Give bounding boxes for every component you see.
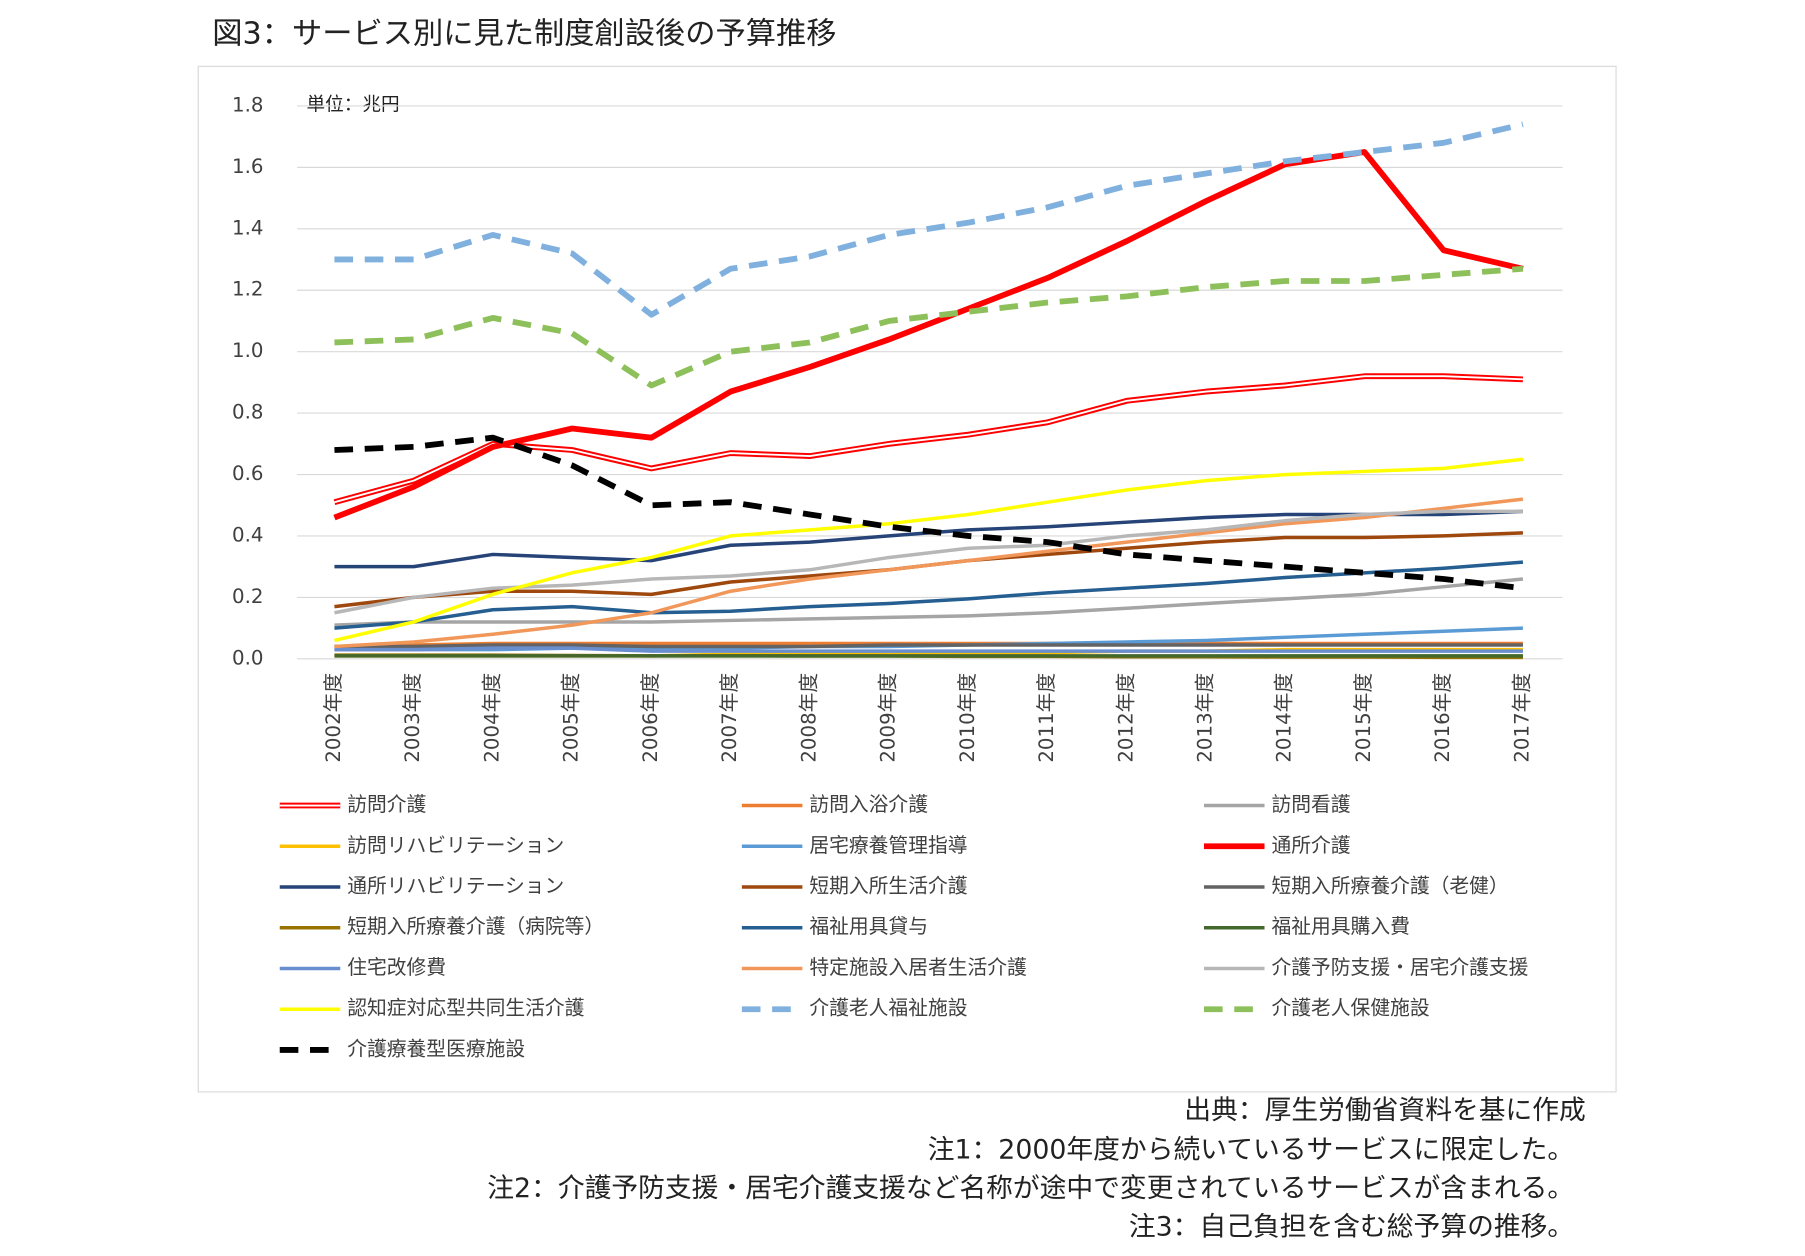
unit-label: 単位：兆円	[307, 94, 400, 115]
legend-label: 介護老人保健施設	[1272, 997, 1430, 1020]
y-tick-label: 0.4	[232, 523, 263, 546]
x-tick-label: 2012年度	[1114, 673, 1137, 763]
series-line	[334, 457, 1524, 643]
legend-label: 短期入所療養介護（病院等）	[347, 915, 604, 938]
legend-label: 福祉用具購入費	[1272, 915, 1410, 938]
legend-label: 訪問介護	[347, 793, 426, 816]
legend-label: 訪問リハビリテーション	[347, 834, 564, 857]
chart-title: 図3：サービス別に見た制度創設後の予算推移	[212, 16, 836, 51]
y-tick-label: 1.0	[232, 339, 263, 362]
y-tick-label: 1.2	[232, 278, 263, 301]
legend-label: 訪問入浴介護	[809, 793, 928, 816]
series-line	[334, 375, 1523, 504]
y-tick-label: 0.6	[232, 462, 263, 485]
legend-label: 短期入所生活介護	[809, 874, 967, 897]
legend-label: 訪問看護	[1272, 793, 1351, 816]
x-tick-label: 2004年度	[480, 673, 503, 763]
y-tick-label: 0.2	[232, 585, 263, 608]
y-tick-label: 1.8	[232, 93, 263, 116]
series-line	[334, 434, 1524, 592]
x-tick-label: 2005年度	[560, 673, 583, 763]
footnote: 注1：2000年度から続いているサービスに限定した。	[928, 1135, 1574, 1166]
legend-label: 介護老人福祉施設	[809, 997, 967, 1020]
x-tick-label: 2014年度	[1273, 673, 1296, 763]
x-tick-label: 2016年度	[1431, 673, 1454, 763]
x-tick-label: 2007年度	[718, 673, 741, 763]
x-tick-label: 2003年度	[401, 673, 424, 763]
legend-label: 短期入所療養介護（老健）	[1272, 874, 1509, 897]
legend-label: 住宅改修費	[347, 956, 446, 979]
series-line	[334, 497, 1524, 649]
source-note: 出典：厚生労働省資料を基に作成	[1184, 1095, 1585, 1126]
y-tick-label: 0.8	[232, 401, 263, 424]
series-line	[334, 643, 1523, 649]
y-tick-label: 1.6	[232, 155, 263, 178]
series-line	[334, 577, 1524, 627]
x-tick-label: 2002年度	[322, 673, 345, 763]
chart-frame	[197, 65, 1617, 1093]
series-line	[334, 646, 1523, 653]
legend-label: 介護療養型医療施設	[347, 1037, 525, 1060]
x-tick-label: 2008年度	[797, 673, 820, 763]
x-tick-label: 2010年度	[956, 673, 979, 763]
footnote: 注3：自己負担を含む総予算の推移。	[1129, 1212, 1574, 1243]
legend-label: 特定施設入居者生活介護	[809, 956, 1027, 979]
y-tick-label: 0.0	[232, 646, 263, 669]
legend-label: 介護予防支援・居宅介護支援	[1272, 956, 1529, 979]
x-tick-label: 2015年度	[1352, 673, 1375, 763]
legend-label: 通所リハビリテーション	[347, 874, 564, 897]
legend-label: 福祉用具貸与	[809, 915, 928, 938]
legend-label: 認知症対応型共同生活介護	[347, 997, 584, 1020]
series-line	[334, 121, 1524, 318]
x-tick-label: 2009年度	[877, 673, 900, 763]
y-tick-label: 1.4	[232, 216, 263, 239]
x-tick-label: 2011年度	[1035, 673, 1058, 763]
legend-label: 居宅療養管理指導	[809, 834, 967, 857]
x-tick-label: 2017年度	[1510, 673, 1533, 763]
series-line	[334, 509, 1523, 615]
x-tick-label: 2006年度	[639, 673, 662, 763]
x-tick-label: 2013年度	[1194, 673, 1217, 763]
legend-label: 通所介護	[1272, 834, 1351, 857]
series-line	[334, 560, 1524, 630]
series-line	[333, 149, 1524, 521]
footnote: 注2：介護予防支援・居宅介護支援など名称が途中で変更されているサービスが含まれる…	[487, 1173, 1574, 1204]
